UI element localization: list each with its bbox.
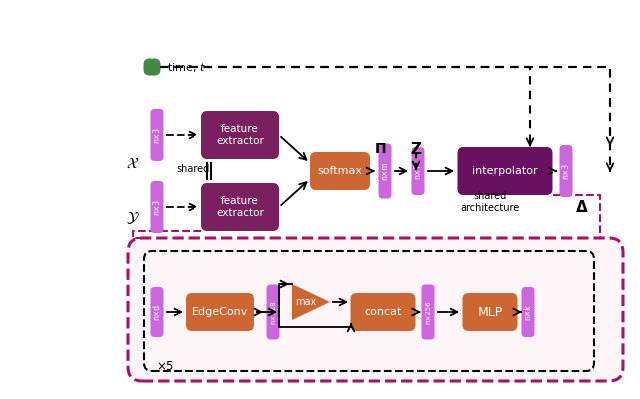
Text: softmax: softmax <box>317 166 362 176</box>
FancyBboxPatch shape <box>128 238 623 381</box>
Text: $\mathcal{Y}$: $\mathcal{Y}$ <box>126 209 140 225</box>
FancyBboxPatch shape <box>458 147 552 195</box>
Text: EdgeConv: EdgeConv <box>192 307 248 317</box>
FancyBboxPatch shape <box>422 284 435 340</box>
FancyBboxPatch shape <box>412 147 424 195</box>
FancyBboxPatch shape <box>201 111 279 159</box>
Text: shared: shared <box>177 164 210 174</box>
Text: feature
extractor: feature extractor <box>216 124 264 146</box>
FancyBboxPatch shape <box>559 145 573 197</box>
Text: n×3: n×3 <box>152 127 161 143</box>
FancyBboxPatch shape <box>310 152 370 190</box>
FancyBboxPatch shape <box>201 183 279 231</box>
Text: time, $t$: time, $t$ <box>167 61 206 73</box>
Polygon shape <box>292 284 330 320</box>
FancyBboxPatch shape <box>522 287 534 337</box>
FancyBboxPatch shape <box>150 181 163 233</box>
Text: n×k: n×k <box>524 304 532 320</box>
Text: feature
extractor: feature extractor <box>216 196 264 218</box>
Text: $\mathbf{Z}$: $\mathbf{Z}$ <box>410 141 422 157</box>
FancyBboxPatch shape <box>186 293 254 331</box>
Text: concat: concat <box>364 307 402 317</box>
Text: n×7: n×7 <box>413 163 422 179</box>
Text: n×128: n×128 <box>270 300 276 324</box>
Text: n×m: n×m <box>381 162 390 180</box>
Text: Δ: Δ <box>576 200 588 215</box>
Text: n×256: n×256 <box>425 300 431 324</box>
Text: n×d: n×d <box>152 304 161 320</box>
Text: shared
architecture: shared architecture <box>460 191 520 213</box>
Text: n×3: n×3 <box>152 199 161 215</box>
FancyBboxPatch shape <box>143 59 161 75</box>
FancyBboxPatch shape <box>351 293 415 331</box>
Text: $\mathcal{X}$: $\mathcal{X}$ <box>126 156 140 170</box>
FancyBboxPatch shape <box>378 144 392 198</box>
FancyBboxPatch shape <box>150 109 163 161</box>
FancyBboxPatch shape <box>150 287 163 337</box>
Text: Π: Π <box>375 142 387 156</box>
FancyBboxPatch shape <box>266 284 280 340</box>
FancyBboxPatch shape <box>463 293 518 331</box>
Text: n×3: n×3 <box>561 163 570 179</box>
Text: max: max <box>296 297 317 307</box>
Text: $\times$5: $\times$5 <box>156 359 174 373</box>
Text: MLP: MLP <box>477 306 502 318</box>
Text: interpolator: interpolator <box>472 166 538 176</box>
